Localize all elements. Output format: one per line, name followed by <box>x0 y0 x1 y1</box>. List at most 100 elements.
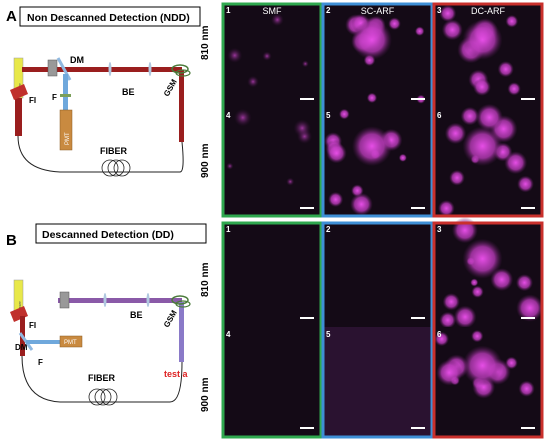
f-label-a: F <box>52 93 57 102</box>
section-b-letter: B <box>6 232 17 249</box>
image-panel-bottom-4 <box>222 327 322 437</box>
panel-number-bottom-5: 5 <box>326 330 331 339</box>
scale-bar <box>411 427 425 429</box>
detection-path-a <box>63 74 68 110</box>
panel-number-top-1: 1 <box>226 6 231 15</box>
galvo-mirror-a <box>171 64 189 74</box>
scale-bar <box>521 427 535 429</box>
filter-a <box>60 94 71 97</box>
dm-label-b: DM <box>15 343 28 352</box>
fluorescence-blob <box>234 108 252 127</box>
fluorescence-blob <box>388 17 401 31</box>
sample-label-b: test a <box>164 369 189 379</box>
image-panel-haze <box>322 327 433 437</box>
fluorescence-blob <box>398 153 407 162</box>
scale-bar <box>300 98 314 100</box>
isolator-b <box>10 306 28 322</box>
column-border-bottom-1 <box>221 221 323 439</box>
fluorescence-blob <box>518 380 535 397</box>
panel-number-top-5: 5 <box>326 111 331 120</box>
pmt-a <box>59 109 73 151</box>
fluorescence-blob <box>442 293 460 311</box>
scale-bar <box>300 207 314 209</box>
scale-bar <box>411 317 425 319</box>
image-panel-bottom-1 <box>222 222 322 327</box>
section-b-title: Descanned Detection (DD) <box>42 229 174 241</box>
fluorescence-blob <box>449 169 465 186</box>
column-border-bottom-3 <box>432 221 544 439</box>
fluorescence-blob <box>497 61 514 78</box>
beam-down-b <box>179 302 184 362</box>
fi-label-b: FI <box>29 321 36 330</box>
fluorescence-blob <box>262 51 272 61</box>
fluorescence-blob-large <box>462 126 503 167</box>
fluorescence-blob <box>227 47 243 63</box>
panel-number-top-3: 3 <box>437 6 442 15</box>
section-a-title: Non Descanned Detection (NDD) <box>27 12 190 24</box>
fluorescence-blob <box>471 285 484 298</box>
fluorescence-blob <box>338 108 350 120</box>
lens-1-b <box>103 293 107 307</box>
objective-b <box>59 291 70 309</box>
fluorescence-blob-large <box>462 19 503 60</box>
scale-bar <box>300 317 314 319</box>
scale-bar <box>521 207 535 209</box>
be-label-b: BE <box>130 310 143 320</box>
column-border-top-3 <box>432 2 544 218</box>
fluorescence-blob <box>453 305 477 329</box>
column-border-top-1 <box>221 2 323 218</box>
fluorescence-blob <box>326 142 347 164</box>
fiber-coil-1-a <box>101 159 119 177</box>
scale-bar <box>411 207 425 209</box>
fluorescence-blob <box>350 192 373 216</box>
panel-number-bottom-2: 2 <box>326 225 331 234</box>
fluorescence-blob <box>451 217 478 244</box>
fluorescence-blob <box>460 106 480 126</box>
fluorescence-blob <box>328 191 344 208</box>
panel-number-top-6: 6 <box>437 111 442 120</box>
section-b-diagram: B Descanned Detection (DD) fs laser FI D… <box>6 223 207 406</box>
pmt-label-b: PMT <box>64 340 77 346</box>
fluorescence-blob <box>490 268 514 292</box>
fluorescence-blob <box>470 329 484 343</box>
objective-a <box>47 59 58 77</box>
fluorescence-blob <box>505 14 519 28</box>
fiber-label-a: FIBER <box>100 146 128 156</box>
column-border-top-2 <box>321 2 434 218</box>
lens-1-a <box>108 62 112 76</box>
panel-number-bottom-4: 4 <box>226 330 231 339</box>
scale-bar <box>411 98 425 100</box>
fiber-label-b: FIBER <box>88 373 116 383</box>
fluorescence-blob-large <box>462 238 503 279</box>
isolator-a <box>10 84 28 100</box>
fluorescence-blob <box>437 199 455 217</box>
section-a-title-box <box>19 6 201 27</box>
scale-bar <box>521 317 535 319</box>
be-label-a: BE <box>122 87 135 97</box>
fluorescence-blob <box>366 92 378 104</box>
fluorescence-blob <box>441 19 463 41</box>
wavelength-b-top: 810 nm <box>200 262 211 297</box>
fluorescence-blob <box>434 331 450 347</box>
fluorescence-blob-large <box>351 19 392 60</box>
image-panel-bottom-2 <box>322 222 433 327</box>
fluorescence-blob <box>473 78 491 96</box>
lens-2-a <box>148 62 152 76</box>
pmt-label-a: PMT <box>65 132 71 145</box>
fiber-coil-1-b <box>88 388 106 406</box>
section-b-title-box <box>35 223 207 244</box>
fluorescence-blob <box>515 274 534 292</box>
galvo-mirror-b <box>171 295 189 305</box>
fluorescence-blob <box>436 359 463 386</box>
dm-label-a: DM <box>70 55 84 65</box>
fluorescence-blob <box>444 122 467 145</box>
beam-laser-vertical-a <box>15 98 22 136</box>
section-a-letter: A <box>6 8 17 25</box>
fluorescence-blob <box>414 26 425 36</box>
fluorescence-blob <box>507 82 521 96</box>
beam-main-a <box>22 67 182 72</box>
fluorescence-blob <box>470 278 479 287</box>
beam-down-a <box>179 70 184 142</box>
wavelength-b-bottom: 900 nm <box>200 377 211 412</box>
